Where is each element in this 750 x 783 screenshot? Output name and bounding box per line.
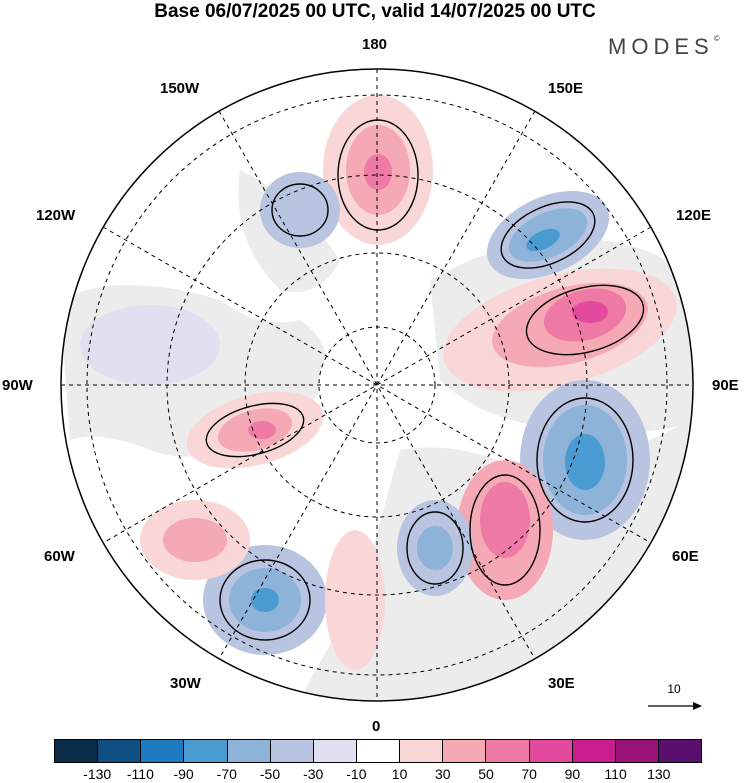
copyright-mark: ©	[713, 34, 720, 43]
colorbar-segment	[98, 740, 142, 762]
lon-label-90e: 90E	[712, 377, 739, 394]
lon-label-180: 180	[362, 36, 388, 53]
colorbar-segment	[55, 740, 99, 762]
colorbar-segment	[227, 740, 271, 762]
colorbar-tick-label: -10	[346, 766, 367, 782]
lon-label-0: 0	[372, 718, 381, 735]
colorbar-segment	[184, 740, 228, 762]
colorbar-tick-label: 50	[478, 766, 494, 782]
lon-label-30e: 30E	[548, 675, 575, 692]
colorbar-tick-label: -130	[83, 766, 112, 782]
colorbar-tick-label: -50	[259, 766, 281, 782]
colorbar-segment	[529, 740, 573, 762]
lon-label-150w: 150W	[160, 80, 200, 97]
colorbar-tick-label: 70	[521, 766, 537, 782]
colorbar-tick-label: 30	[435, 766, 451, 782]
colorbar-tick-label: 90	[564, 766, 581, 782]
colorbar-tick-label: -110	[126, 766, 154, 782]
streamlines	[205, 119, 645, 641]
reference-vector-label: 10	[667, 682, 681, 696]
colorbar-segment	[313, 740, 357, 762]
lon-label-60w: 60W	[44, 548, 75, 565]
colorbar	[54, 739, 702, 763]
lon-label-60e: 60E	[672, 548, 699, 565]
arrow-right-icon	[648, 702, 702, 710]
lon-label-120w: 120W	[36, 207, 76, 224]
colorbar-segment	[356, 740, 401, 762]
map-disk	[61, 69, 693, 701]
colorbar-tick-label: 10	[391, 766, 408, 782]
modes-logo: MODES©	[608, 34, 720, 60]
colorbar-segment	[572, 740, 616, 762]
colorbar-segment	[141, 740, 185, 762]
colorbar-segment	[443, 740, 487, 762]
lon-label-30w: 30W	[170, 675, 201, 692]
colorbar-tick-label: -70	[216, 766, 237, 782]
graticule	[61, 69, 693, 701]
anomaly-fields	[80, 95, 677, 670]
lon-label-120e: 120E	[676, 207, 712, 224]
colorbar-tick-label: 110	[604, 766, 627, 782]
map-boundary	[60, 68, 694, 702]
map-title: Base 06/07/2025 00 UTC, valid 14/07/2025…	[154, 1, 596, 22]
colorbar-tick-label: -30	[303, 766, 324, 782]
brand-text: MODES	[608, 34, 714, 59]
colorbar-segment	[270, 740, 314, 762]
colorbar-segment	[400, 740, 444, 762]
lon-label-90w: 90W	[2, 377, 33, 394]
colorbar-segment	[658, 740, 702, 762]
colorbar-segment	[615, 740, 659, 762]
lon-label-150e: 150E	[548, 80, 584, 97]
colorbar-tick-label: -90	[173, 766, 194, 782]
colorbar-tick-label: 130	[647, 766, 671, 782]
colorbar-segment	[486, 740, 530, 762]
